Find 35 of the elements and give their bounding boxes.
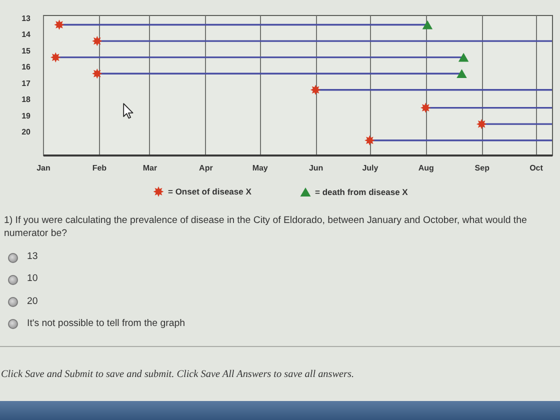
y-tick-label: 14 — [22, 30, 32, 40]
point — [92, 36, 102, 46]
x-tick-label: Aug — [418, 164, 434, 172]
legend-label: = death from disease X — [315, 186, 408, 197]
x-tick-label: Oct — [530, 164, 544, 172]
point — [50, 52, 61, 62]
x-tick-label: Jan — [36, 164, 50, 172]
x-tick-label: Mar — [142, 164, 158, 172]
x-tick-label: May — [252, 164, 268, 172]
text: 1) If you were calculating the prevalence of disease in the City of Eldorado, between January and October, what would the numerator be? — [4, 214, 528, 240]
point — [310, 84, 321, 96]
y-tick-label: 18 — [22, 95, 32, 104]
y-tick-label: 20 — [22, 128, 32, 137]
y-tick-label: 19 — [22, 111, 32, 120]
point — [364, 135, 375, 146]
point — [54, 20, 64, 30]
x-tick-label: July — [362, 164, 379, 172]
point — [458, 52, 469, 62]
point — [420, 102, 431, 113]
legend-label: = Onset of disease X — [168, 186, 252, 197]
point — [456, 69, 467, 78]
point — [422, 20, 433, 30]
text: 10 — [27, 273, 38, 286]
y-tick-label: 16 — [22, 62, 32, 72]
y-tick-label: 13 — [22, 14, 32, 23]
point — [92, 68, 102, 79]
x-tick-label: Feb — [92, 164, 107, 172]
text: It's not possible to tell from the graph — [27, 318, 186, 330]
x-tick-label: Apr — [199, 164, 213, 172]
text: Click Save and Submit to save and submit. Click Save All Answers to save all answers. — [1, 369, 354, 380]
point — [476, 118, 487, 130]
x-tick-label: Sep — [474, 164, 490, 172]
y-tick-label: 17 — [22, 78, 32, 88]
y-tick-label: 15 — [22, 46, 32, 56]
x-tick-label: Jun — [308, 164, 324, 172]
